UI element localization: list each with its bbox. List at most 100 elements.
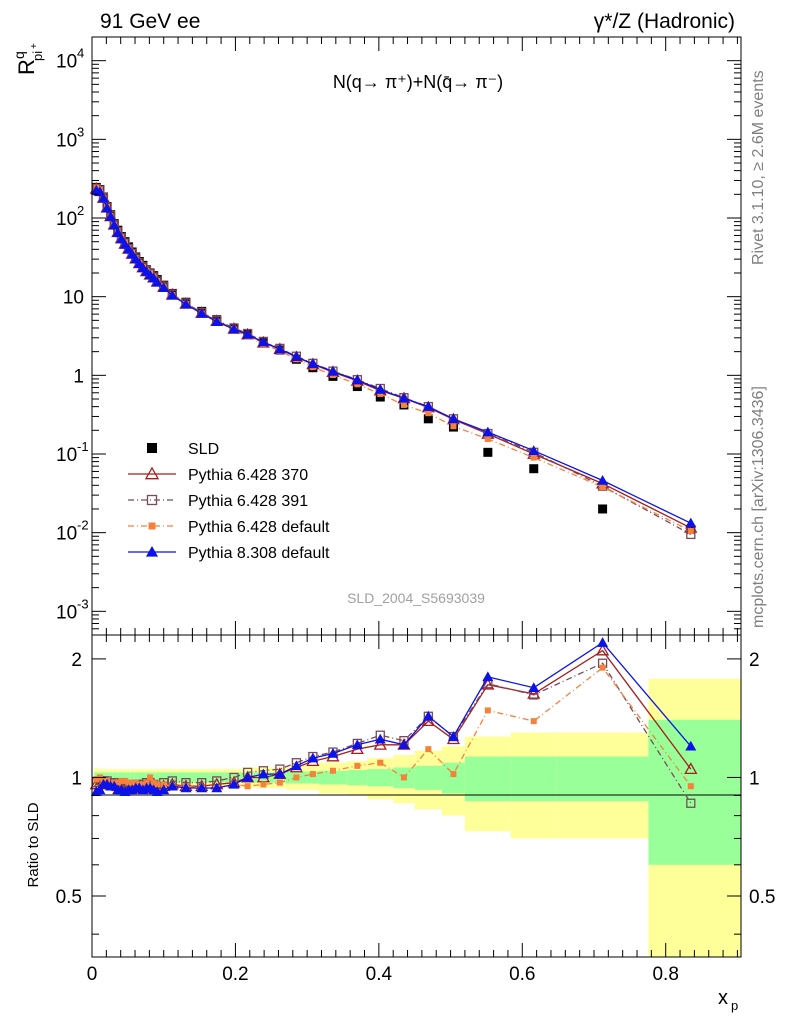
data-point <box>228 323 240 334</box>
stat-uncertainty-band <box>347 769 368 786</box>
ratio-point <box>327 748 339 758</box>
legend-label: Pythia 8.308 default <box>188 545 330 562</box>
header-left-label: 91 GeV ee <box>100 10 200 33</box>
ratio-point <box>329 767 336 774</box>
ratio-point <box>377 759 384 766</box>
ratio-y-tick-label: 2 <box>71 650 82 671</box>
rivet-side-label: Rivet 3.1.10, ≥ 2.6M events <box>750 70 767 265</box>
data-point <box>290 351 302 362</box>
legend-marker <box>148 522 156 530</box>
legend-label: Pythia 6.428 370 <box>188 467 308 484</box>
ratio-point <box>196 782 208 793</box>
ratio-point <box>211 782 223 793</box>
ratio-point <box>166 780 178 791</box>
stat-uncertainty-band <box>152 772 156 783</box>
ratio-point <box>154 781 161 788</box>
data-point <box>685 517 697 528</box>
data-point <box>158 282 170 292</box>
data-point <box>484 436 491 443</box>
legend-marker <box>144 466 160 480</box>
y-tick-label: 10 -1 <box>56 439 89 466</box>
data-point <box>528 445 540 455</box>
ratio-y-tick-label-right: 1 <box>749 768 760 789</box>
ratio-point <box>293 774 300 781</box>
data-point <box>598 504 608 514</box>
data-point <box>327 365 339 376</box>
stat-uncertainty-band <box>556 756 649 802</box>
stat-uncertainty-band <box>141 772 146 783</box>
ratio-point <box>528 682 540 692</box>
ratio-point <box>527 687 541 699</box>
stat-uncertainty-band <box>307 771 319 784</box>
stat-uncertainty-band <box>414 765 442 790</box>
ratio-point <box>244 783 251 790</box>
ratio-point <box>180 782 192 793</box>
data-point <box>274 343 286 354</box>
svg-text:R: R <box>14 59 39 75</box>
ratio-point <box>422 710 434 721</box>
ratio-point <box>150 779 157 786</box>
ratio-y-tick-label: 0.5 <box>56 887 82 908</box>
ratio-point <box>425 746 432 753</box>
legend-entry: Pythia 6.428 391 <box>128 493 308 510</box>
data-point <box>447 413 459 424</box>
series-pythia-6-428-370 <box>89 181 698 533</box>
stat-uncertainty-band <box>510 756 557 802</box>
ratio-point <box>114 779 121 786</box>
svg-text:p: p <box>731 998 738 1013</box>
data-point <box>351 374 363 385</box>
ratio-point <box>307 752 319 763</box>
data-point <box>483 447 493 457</box>
svg-text:10: 10 <box>56 445 77 466</box>
y-tick-label: 1 <box>73 366 84 387</box>
ratio-point <box>228 778 240 789</box>
data-point <box>377 390 384 397</box>
data-point <box>211 316 223 326</box>
data-point <box>94 186 106 197</box>
analysis-watermark: SLD_2004_S5693039 <box>347 590 485 606</box>
data-point <box>375 392 385 402</box>
data-point <box>450 423 457 430</box>
ratio-series-layer <box>89 637 698 808</box>
svg-text:2: 2 <box>77 203 84 218</box>
ratio-point <box>125 779 132 786</box>
ratio-point <box>400 774 407 781</box>
stat-uncertainty-band <box>112 772 117 783</box>
data-point <box>108 219 120 230</box>
y-tick-label: 10 <box>63 288 84 309</box>
stat-uncertainty-band <box>176 772 195 783</box>
legend-marker <box>147 443 157 453</box>
ratio-point <box>309 771 316 778</box>
svg-text:-3: -3 <box>77 596 89 611</box>
data-point <box>530 454 537 461</box>
stat-uncertainty-band <box>130 772 135 783</box>
svg-text:10: 10 <box>63 288 84 309</box>
data-point <box>400 401 407 408</box>
ratio-point <box>354 762 361 769</box>
ratio-point <box>257 768 269 779</box>
ratio-point <box>94 784 106 795</box>
main-y-axis-label: R pi + q <box>11 43 45 75</box>
data-point <box>105 211 117 221</box>
series-pythia-8-308-default <box>90 184 697 528</box>
svg-text:10: 10 <box>56 130 77 151</box>
series-line <box>96 189 692 524</box>
data-point <box>101 202 113 213</box>
svg-text:+: + <box>29 43 40 49</box>
x-ticks: 0 0.2 0.4 0.6 0.8 <box>87 37 738 985</box>
data-point <box>423 414 433 424</box>
ratio-point <box>93 776 100 783</box>
legend-marker <box>146 494 158 506</box>
ratio-point <box>274 768 286 779</box>
stat-uncertainty-band <box>159 772 169 783</box>
ratio-point <box>374 733 386 744</box>
ratio-y-tick-label-right: 2 <box>749 650 760 671</box>
ratio-point <box>685 740 697 751</box>
svg-text:10: 10 <box>56 209 77 230</box>
ratio-uncertainty-bands <box>94 678 741 957</box>
legend-entry: Pythia 8.308 default <box>128 545 330 562</box>
svg-text:4: 4 <box>77 46 84 61</box>
ratio-point <box>595 643 610 656</box>
stat-uncertainty-band <box>441 762 465 794</box>
